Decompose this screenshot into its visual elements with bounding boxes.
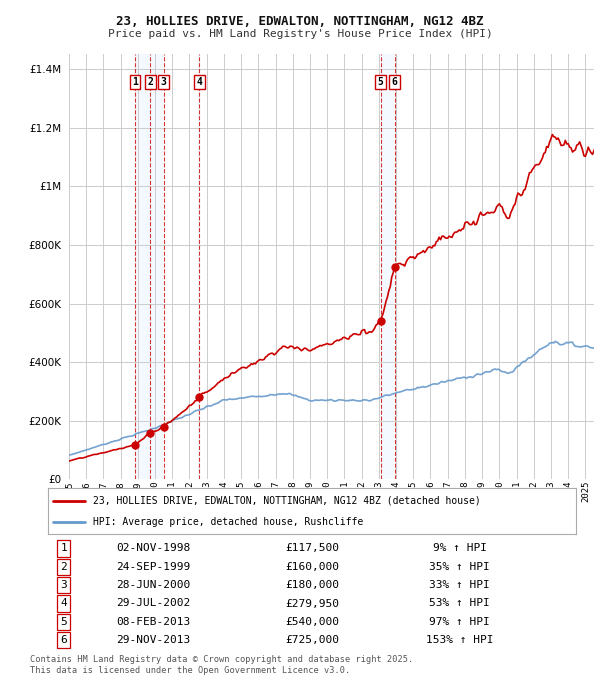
Text: £180,000: £180,000 bbox=[285, 580, 339, 590]
Text: 3: 3 bbox=[61, 580, 67, 590]
Text: 97% ↑ HPI: 97% ↑ HPI bbox=[430, 617, 490, 627]
Text: 6: 6 bbox=[392, 77, 397, 87]
Text: 02-NOV-1998: 02-NOV-1998 bbox=[116, 543, 191, 554]
Text: 1: 1 bbox=[132, 77, 138, 87]
Text: 1: 1 bbox=[61, 543, 67, 554]
Text: £117,500: £117,500 bbox=[285, 543, 339, 554]
Text: 23, HOLLIES DRIVE, EDWALTON, NOTTINGHAM, NG12 4BZ: 23, HOLLIES DRIVE, EDWALTON, NOTTINGHAM,… bbox=[116, 15, 484, 28]
Text: Contains HM Land Registry data © Crown copyright and database right 2025.
This d: Contains HM Land Registry data © Crown c… bbox=[30, 655, 413, 675]
Text: £160,000: £160,000 bbox=[285, 562, 339, 572]
Text: £279,950: £279,950 bbox=[285, 598, 339, 609]
Text: 4: 4 bbox=[196, 77, 202, 87]
Text: 5: 5 bbox=[377, 77, 383, 87]
Text: 28-JUN-2000: 28-JUN-2000 bbox=[116, 580, 191, 590]
Text: 29-JUL-2002: 29-JUL-2002 bbox=[116, 598, 191, 609]
Text: 5: 5 bbox=[61, 617, 67, 627]
Text: HPI: Average price, detached house, Rushcliffe: HPI: Average price, detached house, Rush… bbox=[93, 517, 363, 527]
Bar bbox=[135, 54, 163, 479]
Text: 2: 2 bbox=[61, 562, 67, 572]
Text: 3: 3 bbox=[161, 77, 166, 87]
Text: 33% ↑ HPI: 33% ↑ HPI bbox=[430, 580, 490, 590]
Text: £725,000: £725,000 bbox=[285, 635, 339, 645]
Text: 35% ↑ HPI: 35% ↑ HPI bbox=[430, 562, 490, 572]
Text: 24-SEP-1999: 24-SEP-1999 bbox=[116, 562, 191, 572]
Text: 53% ↑ HPI: 53% ↑ HPI bbox=[430, 598, 490, 609]
Text: 9% ↑ HPI: 9% ↑ HPI bbox=[433, 543, 487, 554]
Text: 2: 2 bbox=[148, 77, 154, 87]
Bar bbox=[199, 54, 200, 479]
Text: 23, HOLLIES DRIVE, EDWALTON, NOTTINGHAM, NG12 4BZ (detached house): 23, HOLLIES DRIVE, EDWALTON, NOTTINGHAM,… bbox=[93, 496, 481, 505]
Bar bbox=[380, 54, 394, 479]
Text: 153% ↑ HPI: 153% ↑ HPI bbox=[426, 635, 494, 645]
Text: 6: 6 bbox=[61, 635, 67, 645]
Text: 29-NOV-2013: 29-NOV-2013 bbox=[116, 635, 191, 645]
Text: 4: 4 bbox=[61, 598, 67, 609]
Text: Price paid vs. HM Land Registry's House Price Index (HPI): Price paid vs. HM Land Registry's House … bbox=[107, 29, 493, 39]
Text: 08-FEB-2013: 08-FEB-2013 bbox=[116, 617, 191, 627]
Text: £540,000: £540,000 bbox=[285, 617, 339, 627]
